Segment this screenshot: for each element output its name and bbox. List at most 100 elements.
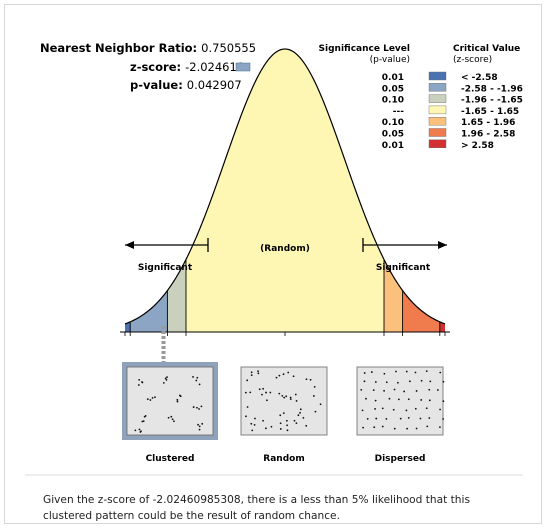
legend-swatch: [428, 83, 447, 92]
legend-z-range: -2.58 - -1.96: [461, 84, 523, 94]
legend-swatch: [428, 105, 447, 115]
point-marker: [373, 426, 376, 429]
point-marker: [283, 396, 286, 399]
point-marker: [383, 389, 385, 392]
normal-curve: [120, 48, 450, 336]
point-marker: [198, 383, 201, 386]
legend-z-range: 1.96 - 2.58: [461, 130, 515, 140]
bell-curve-diagram: Nearest Neighbor Ratio: 0.750555 z-score:…: [25, 41, 523, 476]
point-marker: [415, 427, 418, 430]
point-marker: [374, 408, 376, 410]
curve-region: [125, 321, 131, 332]
crit-header-1: Critical Value: [453, 44, 520, 54]
point-marker: [270, 425, 273, 428]
legend-swatch: [428, 94, 447, 103]
point-marker: [436, 389, 439, 391]
right-arrow-head-icon: [438, 241, 447, 249]
point-marker: [192, 406, 195, 408]
point-marker: [314, 410, 317, 413]
point-marker: [250, 371, 253, 374]
pattern-label: Random: [263, 454, 304, 464]
point-marker: [282, 373, 285, 376]
point-marker: [426, 425, 429, 428]
p-value-stat: p-value: 0.042907: [130, 78, 242, 92]
point-marker: [262, 387, 265, 390]
point-marker: [278, 374, 281, 377]
legend-p-value: ---: [393, 107, 404, 117]
point-marker: [425, 407, 428, 410]
point-marker: [137, 384, 140, 386]
point-marker: [374, 399, 377, 402]
legend-z-range: 1.65 - 1.96: [461, 118, 515, 128]
nnr-stat: Nearest Neighbor Ratio: 0.750555: [40, 41, 256, 55]
left-significant-label: Significant: [138, 263, 193, 273]
point-marker: [388, 397, 391, 400]
point-marker: [442, 380, 445, 383]
point-marker: [414, 371, 417, 374]
point-marker: [192, 376, 194, 378]
sig-header-2: (p-value): [370, 55, 410, 65]
left-significance-marker: Significant: [125, 238, 209, 273]
point-marker: [138, 428, 141, 431]
point-marker: [201, 422, 204, 425]
point-marker: [299, 411, 301, 414]
point-marker: [425, 370, 428, 373]
legend-z-range: -1.65 - 1.65: [461, 107, 519, 117]
pattern-label: Dispersed: [375, 454, 426, 464]
point-marker: [142, 420, 145, 423]
curve-outline: [124, 48, 446, 325]
point-marker: [279, 414, 282, 417]
pattern-box: [356, 366, 444, 436]
legend-swatch: [428, 128, 447, 137]
point-marker: [428, 388, 431, 391]
point-marker: [141, 381, 143, 383]
legend-swatch: [428, 116, 447, 126]
point-marker: [257, 370, 259, 373]
point-marker: [393, 427, 396, 430]
point-marker: [319, 403, 322, 406]
point-marker: [420, 379, 423, 382]
point-marker: [442, 418, 445, 420]
point-marker: [151, 396, 154, 399]
point-marker: [165, 378, 168, 381]
point-marker: [419, 417, 422, 420]
point-marker: [258, 388, 261, 391]
point-marker: [250, 422, 253, 425]
point-marker: [198, 425, 201, 428]
point-marker: [312, 395, 315, 397]
point-marker: [279, 422, 282, 425]
point-marker: [167, 416, 170, 419]
legend-z-range: -1.96 - -1.65: [461, 96, 523, 106]
point-marker: [297, 414, 300, 417]
point-marker: [138, 378, 141, 381]
point-marker: [173, 420, 175, 423]
point-marker: [287, 371, 290, 374]
right-significant-label: Significant: [376, 263, 431, 273]
point-marker: [144, 414, 147, 417]
point-marker: [176, 398, 179, 401]
curve-region: [384, 259, 403, 332]
point-marker: [253, 423, 256, 426]
point-marker: [246, 379, 249, 382]
point-marker: [366, 418, 369, 420]
point-marker: [198, 408, 200, 410]
point-marker: [392, 408, 395, 411]
point-marker: [305, 378, 308, 381]
point-marker: [261, 393, 263, 396]
point-marker: [420, 399, 423, 401]
point-marker: [360, 388, 363, 391]
point-marker: [396, 381, 399, 384]
point-marker: [385, 381, 388, 384]
point-marker: [162, 381, 165, 384]
point-marker: [154, 396, 156, 399]
point-marker: [428, 399, 431, 402]
point-marker: [383, 372, 386, 375]
crit-header-2: (z-score): [453, 55, 492, 65]
point-marker: [439, 371, 442, 374]
point-marker: [262, 419, 264, 422]
point-marker: [442, 400, 445, 403]
report-panel: Nearest Neighbor Ratio: 0.750555 z-score:…: [4, 4, 542, 524]
point-marker: [393, 388, 396, 391]
point-marker: [403, 390, 406, 393]
point-marker: [408, 380, 411, 383]
